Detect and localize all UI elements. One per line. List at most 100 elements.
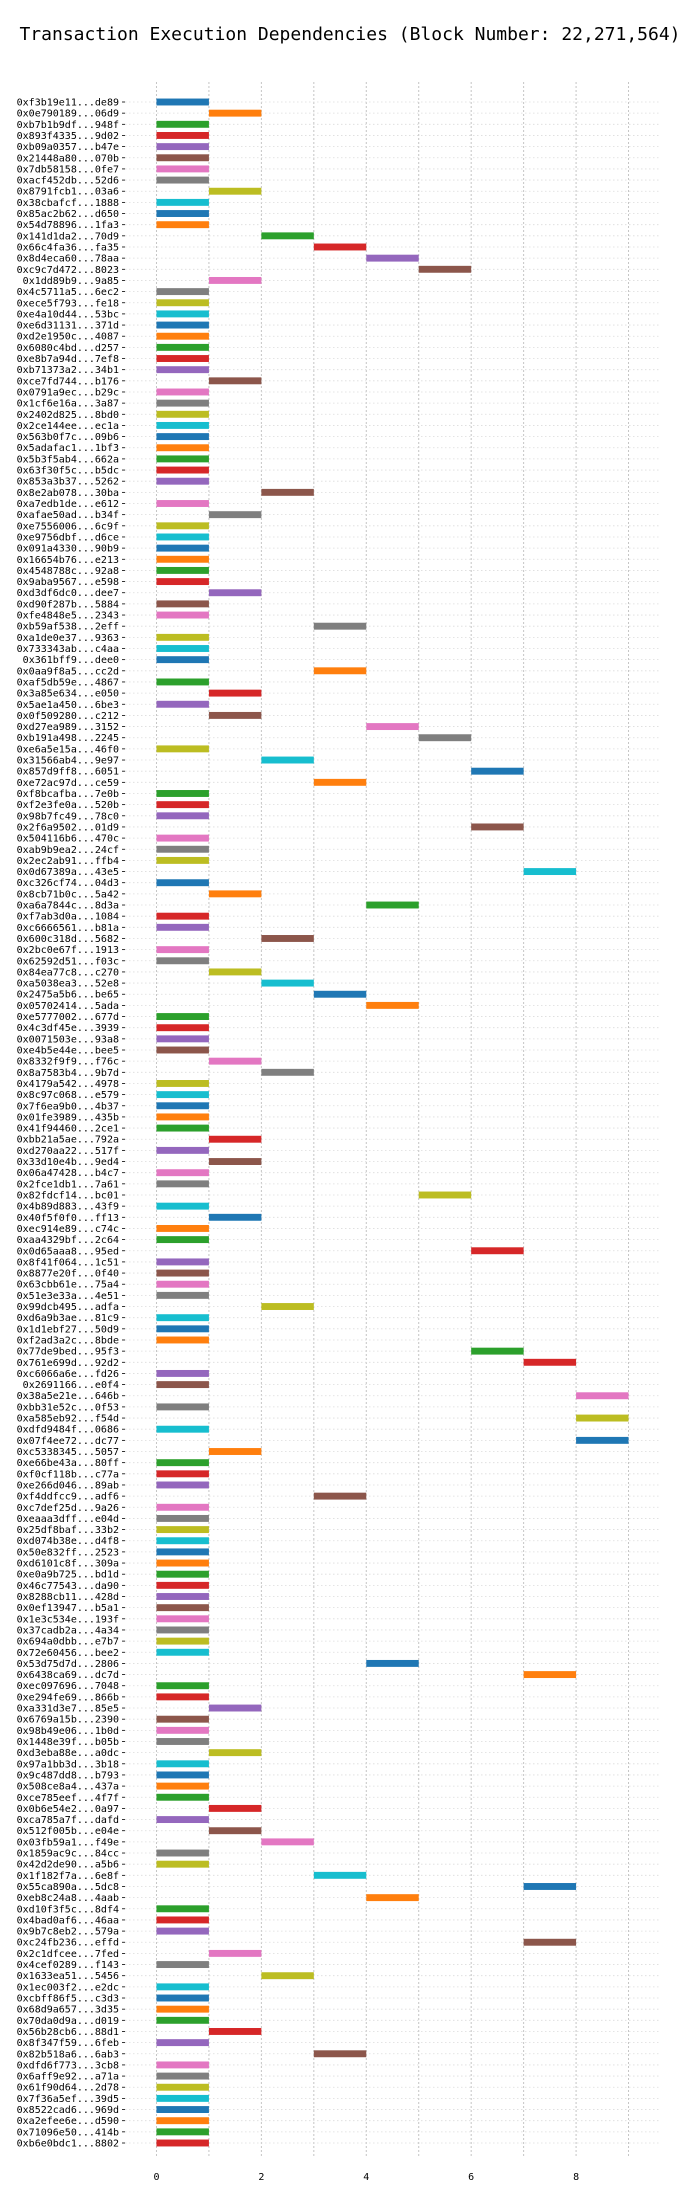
y-tick-label: 0x0071503e...93a8 [17, 1034, 119, 1045]
y-tick-label: 0xc5338345...5057 [17, 1447, 119, 1458]
y-tick-label: 0xe6d31131...371d [17, 321, 119, 332]
x-tick-label: 6 [468, 2172, 474, 2183]
y-tick-label: 0xd10f3f5c...8df4 [17, 1904, 119, 1915]
bar-0x6080c4bd...d257 [156, 343, 209, 351]
bar-0xe72ac97d...ce59 [313, 778, 367, 786]
y-tick-label: 0x55ca890a...5dc8 [17, 1882, 119, 1893]
bar-0xb191a498...2245 [418, 734, 472, 742]
bar-0x4bad0af6...46aa [156, 1916, 209, 1924]
bar-0xf0cf118b...c77a [156, 1470, 209, 1478]
bar-0xa5038ea3...52e8 [261, 979, 314, 987]
y-tick-label: 0xd270aa22...517f [17, 1146, 119, 1157]
bar-0x2402d825...8bd0 [156, 410, 209, 418]
bar-0x63f30f5c...b5dc [156, 466, 209, 474]
bar-0xd074b38e...d4f8 [156, 1537, 209, 1545]
y-tick-label: 0x1448e39f...b05b [17, 1737, 119, 1748]
bar-0x0aa9f8a5...cc2d [313, 667, 367, 675]
bar-0x84ea77c8...c270 [208, 968, 262, 976]
bar-0x1f182f7a...6e8f [313, 1871, 367, 1879]
bar-0xe6d31131...371d [156, 321, 209, 329]
y-tick-label: 0x857d9ff8...6051 [17, 767, 119, 778]
bar-0xc24fb236...effd [523, 1938, 577, 1946]
y-tick-label: 0x51e3e33a...4e51 [17, 1291, 119, 1302]
bar-0xca785a7f...dafd [156, 1816, 209, 1824]
bars-group [156, 98, 629, 2147]
y-tick-label: 0x0aa9f8a5...cc2d [17, 666, 119, 677]
y-tick-label: 0x05702414...5ada [17, 1001, 119, 1012]
y-tick-label: 0x361bff9...dee0 [23, 655, 119, 666]
bar-0x8288cb11...428d [156, 1593, 209, 1600]
bar-0xa7edb1de...e612 [156, 500, 209, 507]
y-tick-label: 0xc6066a6e...fd26 [17, 1369, 119, 1380]
bar-0x33d10e4b...9ed4 [208, 1158, 262, 1165]
y-tick-label: 0x8f41f064...1c51 [17, 1257, 119, 1268]
bar-0x62592d51...f03c [156, 957, 209, 965]
y-tick-label: 0xeaaa3dff...e04d [17, 1514, 119, 1525]
y-tick-label: 0x1859ac9c...84cc [17, 1849, 119, 1860]
bar-0x8c97c068...e579 [156, 1091, 209, 1099]
y-tick-label: 0x68d9a657...3d35 [17, 2005, 119, 2016]
y-tick-label: 0xf2e3fe0a...520b [17, 800, 119, 811]
y-tick-label: 0x98b49e06...1b0d [17, 1726, 119, 1737]
bar-0xa331d3e7...85e5 [208, 1704, 262, 1712]
bar-0xacf452db...52d6 [156, 176, 209, 184]
y-tick-label: 0xafae50ad...b34f [17, 510, 119, 521]
y-tick-label: 0x25df8baf...33b2 [17, 1525, 119, 1536]
bar-0x0b6e54e2...0a97 [208, 1804, 262, 1812]
bar-0x7f36a5ef...39d5 [156, 2094, 209, 2102]
y-tick-label: 0x0ef13947...b5a1 [17, 1603, 119, 1614]
y-tick-label: 0x504116b6...470c [17, 834, 119, 845]
y-tick-label: 0xf7ab3d0a...1084 [17, 912, 119, 923]
bar-0xe9756dbf...d6ce [156, 533, 209, 541]
y-tick-label: 0x3a85e634...e050 [17, 689, 119, 700]
y-tick-label: 0x0e790189...06d9 [17, 109, 119, 120]
bar-0x7db58158...0fe7 [156, 165, 209, 173]
y-tick-label: 0xe4b5e44e...bee5 [17, 1046, 119, 1057]
bar-0x38cbafcf...1888 [156, 198, 209, 206]
y-tick-label: 0x07f4ee72...dc77 [17, 1436, 119, 1447]
bar-0x5ae1a450...6be3 [156, 700, 209, 708]
y-tick-label: 0x0b6e54e2...0a97 [17, 1804, 119, 1815]
y-tick-label: 0xa5038ea3...52e8 [17, 979, 119, 990]
bar-0xdfd9484f...0686 [156, 1425, 209, 1433]
bar-0x2fce1db1...7a61 [156, 1180, 209, 1188]
bar-0x600c318d...5682 [261, 935, 314, 942]
y-tick-label: 0xe0a9b725...bd1d [17, 1570, 119, 1581]
bar-0x141d1da2...70d9 [261, 232, 314, 240]
bar-0x8877e20f...0f40 [156, 1269, 209, 1277]
y-tick-label: 0x8522cad6...969d [17, 2105, 119, 2116]
bar-0xab9b9ea2...24cf [156, 845, 209, 853]
y-tick-label: 0x2bc0e67f...1913 [17, 945, 119, 956]
y-tick-label: 0x4b89d883...43f9 [17, 1202, 119, 1213]
y-tick-label: 0x893f4335...9d02 [17, 131, 119, 142]
bar-0xce7fd744...b176 [208, 377, 262, 385]
y-tick-label: 0x8a7583b4...9b7d [17, 1068, 119, 1079]
y-tick-label: 0x8791fcb1...03a6 [17, 187, 119, 198]
bar-0x0f509280...c212 [208, 711, 262, 719]
y-tick-label: 0x37cadb2a...4a34 [17, 1625, 119, 1636]
x-tick-label: 0 [153, 2172, 159, 2183]
bar-0x85ac2b62...d650 [156, 210, 209, 217]
bar-0xf7ab3d0a...1084 [156, 912, 209, 920]
y-tick-label: 0xb71373a2...34b1 [17, 365, 119, 376]
bar-0xe4a10d44...53bc [156, 310, 209, 318]
bar-0xeaaa3dff...e04d [156, 1514, 209, 1522]
y-tick-label: 0x82fdcf14...bc01 [17, 1190, 119, 1201]
bar-0x0d67389a...43e5 [523, 868, 577, 876]
bar-0x71096e50...414b [156, 2128, 209, 2136]
bar-0xaf5db59e...4867 [156, 678, 209, 686]
bar-0xd27ea989...3152 [366, 723, 419, 731]
bar-0x54d78896...1fa3 [156, 221, 209, 229]
bar-0x2475a5b6...be65 [313, 990, 367, 998]
bar-0xe7556006...6c9f [156, 522, 209, 530]
bar-0xa6a7844c...8d3a [366, 901, 419, 909]
bar-0x25df8baf...33b2 [156, 1526, 209, 1534]
bar-0x70da0d9a...d019 [156, 2016, 209, 2024]
bar-0x31566ab4...9e97 [261, 756, 314, 764]
y-tick-label: 0x5b3f5ab4...662a [17, 454, 119, 465]
y-tick-label: 0x8288cb11...428d [17, 1592, 119, 1603]
y-tick-label: 0x63cbb61e...75a4 [17, 1280, 119, 1291]
bar-0x1633ea51...5456 [261, 1972, 314, 1980]
bar-0x8a7583b4...9b7d [261, 1068, 314, 1076]
y-tick-label: 0x6769a15b...2390 [17, 1715, 119, 1726]
